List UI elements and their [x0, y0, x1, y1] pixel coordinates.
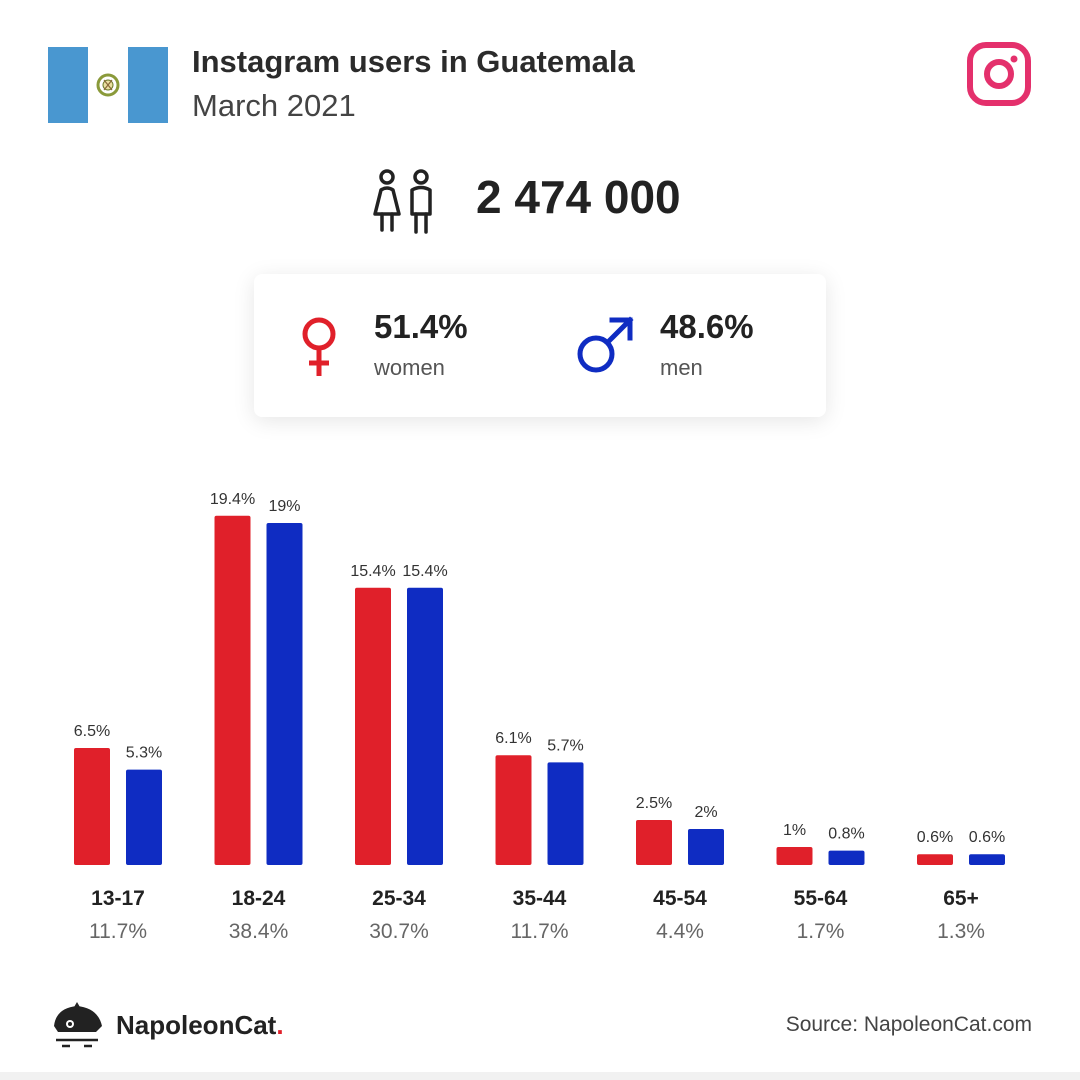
men-value-label-65+: 0.6%	[969, 829, 1005, 846]
age-group-label-55-64: 55-64	[794, 887, 848, 910]
women-label: women	[374, 355, 445, 380]
napoleoncat-cat-icon	[54, 1002, 102, 1048]
page-title: Instagram users in Guatemala	[192, 44, 635, 79]
women-bar-13-17	[74, 748, 110, 865]
women-bar-35-44	[495, 755, 532, 865]
users-icon	[373, 169, 432, 234]
men-bar-13-17	[126, 769, 162, 865]
age-group-total-55-64: 1.7%	[797, 920, 845, 943]
age-group-total-18-24: 38.4%	[229, 920, 289, 943]
men-label: men	[660, 355, 703, 380]
men-bar-45-54	[688, 829, 724, 865]
age-group-label-35-44: 35-44	[513, 887, 567, 910]
men-percent: 48.6%	[660, 308, 754, 345]
brand-name: NapoleonCat.	[116, 1010, 284, 1041]
age-group-total-45-54: 4.4%	[656, 920, 704, 943]
men-value-label-25-34: 15.4%	[402, 563, 447, 580]
women-bar-45-54	[636, 820, 672, 865]
women-value-label-35-44: 6.1%	[495, 730, 531, 747]
napoleoncat-logo: NapoleonCat.	[48, 1000, 284, 1050]
age-group-total-65+: 1.3%	[937, 920, 985, 943]
men-value-label-35-44: 5.7%	[547, 737, 583, 754]
women-value-label-65+: 0.6%	[917, 829, 953, 846]
women-bar-25-34	[355, 587, 391, 865]
brand-dot: .	[276, 1009, 284, 1040]
men-bar-65+	[969, 854, 1005, 865]
men-bar-55-64	[828, 850, 865, 865]
bottom-strip	[0, 1072, 1080, 1080]
women-value-label-25-34: 15.4%	[350, 563, 395, 580]
age-group-label-18-24: 18-24	[232, 887, 286, 910]
age-group-total-25-34: 30.7%	[369, 920, 429, 943]
total-users: 2 474 000	[476, 171, 681, 223]
men-value-label-13-17: 5.3%	[126, 745, 162, 762]
male-icon	[577, 316, 634, 373]
age-group-label-45-54: 45-54	[653, 887, 707, 910]
guatemala-flag	[48, 47, 168, 123]
women-value-label-45-54: 2.5%	[636, 795, 672, 812]
men-value-label-45-54: 2%	[694, 804, 717, 821]
women-bar-65+	[917, 854, 953, 865]
female-icon	[302, 317, 336, 376]
men-bar-35-44	[547, 762, 584, 865]
age-gender-bar-chart: 6.5% 5.3% 13-17 11.7% 19.4% 19% 18-24 38.4% 15.4…	[74, 491, 1005, 943]
age-group-label-13-17: 13-17	[91, 887, 145, 910]
brand-name-text: NapoleonCat	[116, 1009, 277, 1040]
age-group-total-35-44: 11.7%	[511, 920, 569, 943]
instagram-icon	[967, 42, 1031, 106]
women-value-label-18-24: 19.4%	[210, 491, 255, 508]
women-bar-55-64	[776, 847, 813, 865]
source-note: Source: NapoleonCat.com	[785, 1013, 1032, 1036]
men-bar-18-24	[266, 523, 303, 865]
page-subtitle: March 2021	[192, 88, 356, 123]
gender-card: 51.4% women 48.6% men	[254, 274, 826, 417]
age-group-label-65+: 65+	[943, 887, 979, 910]
age-group-label-25-34: 25-34	[372, 887, 426, 910]
coat-of-arms-icon	[96, 73, 120, 97]
women-value-label-13-17: 6.5%	[74, 723, 110, 740]
age-group-total-13-17: 11.7%	[89, 920, 147, 943]
women-value-label-55-64: 1%	[783, 822, 806, 839]
men-bar-25-34	[407, 587, 443, 865]
women-bar-18-24	[214, 515, 251, 865]
men-value-label-18-24: 19%	[268, 498, 300, 515]
men-value-label-55-64: 0.8%	[828, 826, 864, 843]
women-percent: 51.4%	[374, 308, 468, 345]
